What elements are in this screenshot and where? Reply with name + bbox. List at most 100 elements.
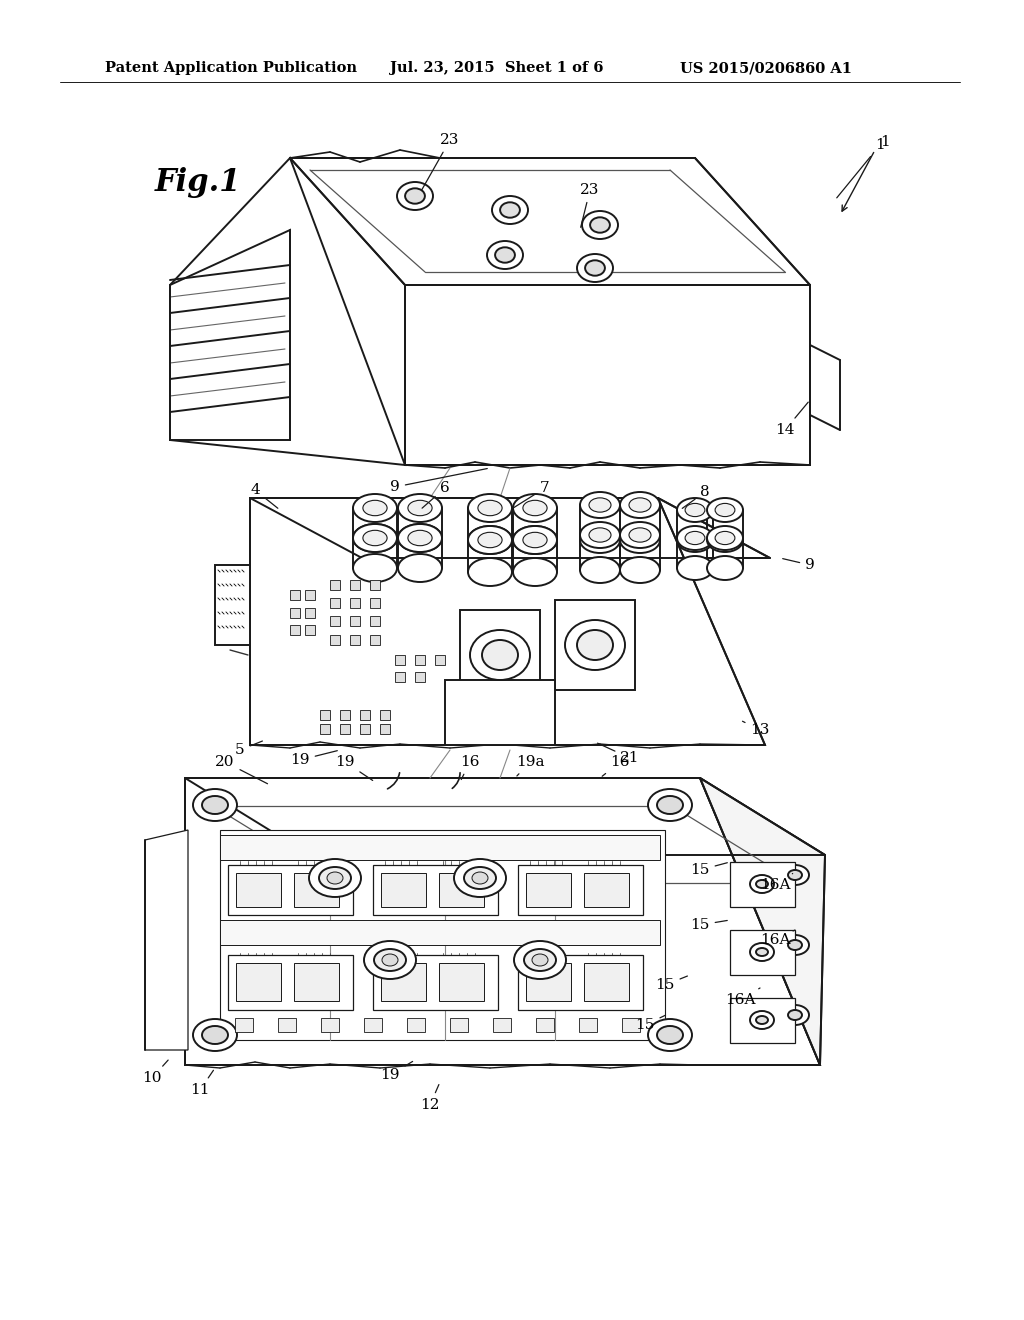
Polygon shape xyxy=(330,579,340,590)
Text: 10: 10 xyxy=(142,1060,168,1085)
Polygon shape xyxy=(350,616,360,626)
Text: 14: 14 xyxy=(775,403,808,437)
Polygon shape xyxy=(170,230,290,440)
Ellipse shape xyxy=(707,525,743,550)
Ellipse shape xyxy=(585,260,605,276)
Ellipse shape xyxy=(362,500,387,516)
Polygon shape xyxy=(460,610,540,700)
Text: 13: 13 xyxy=(742,721,770,737)
Text: 15: 15 xyxy=(655,975,687,993)
Polygon shape xyxy=(360,710,370,719)
Text: 11: 11 xyxy=(190,1071,213,1097)
Polygon shape xyxy=(395,672,406,682)
Ellipse shape xyxy=(362,531,387,545)
Polygon shape xyxy=(700,777,825,1065)
Ellipse shape xyxy=(523,500,547,516)
Ellipse shape xyxy=(408,500,432,516)
Ellipse shape xyxy=(397,182,433,210)
Polygon shape xyxy=(330,598,340,609)
Polygon shape xyxy=(622,1018,640,1032)
Text: Patent Application Publication: Patent Application Publication xyxy=(105,61,357,75)
Text: 16A: 16A xyxy=(760,931,795,946)
Polygon shape xyxy=(380,723,390,734)
Polygon shape xyxy=(290,624,300,635)
Polygon shape xyxy=(340,723,350,734)
Ellipse shape xyxy=(657,1026,683,1044)
Ellipse shape xyxy=(781,935,809,954)
Polygon shape xyxy=(370,579,380,590)
Ellipse shape xyxy=(309,859,361,898)
Ellipse shape xyxy=(398,524,442,552)
Text: 15: 15 xyxy=(690,917,727,932)
Polygon shape xyxy=(370,616,380,626)
Ellipse shape xyxy=(202,1026,228,1044)
Ellipse shape xyxy=(464,867,496,888)
Text: 16: 16 xyxy=(460,755,480,780)
Polygon shape xyxy=(290,590,300,601)
Ellipse shape xyxy=(408,531,432,545)
Polygon shape xyxy=(228,954,353,1010)
Ellipse shape xyxy=(353,524,397,552)
Ellipse shape xyxy=(677,556,713,579)
Polygon shape xyxy=(250,498,765,744)
Polygon shape xyxy=(185,777,820,1065)
Polygon shape xyxy=(536,1018,554,1032)
Polygon shape xyxy=(518,954,643,1010)
Polygon shape xyxy=(228,865,353,915)
Ellipse shape xyxy=(532,954,548,966)
Ellipse shape xyxy=(788,1010,802,1020)
Text: Jul. 23, 2015  Sheet 1 of 6: Jul. 23, 2015 Sheet 1 of 6 xyxy=(390,61,603,75)
Ellipse shape xyxy=(648,1019,692,1051)
Ellipse shape xyxy=(685,503,705,516)
Text: 23: 23 xyxy=(421,133,460,190)
Polygon shape xyxy=(555,601,635,690)
Ellipse shape xyxy=(580,527,620,553)
Polygon shape xyxy=(450,1018,468,1032)
Polygon shape xyxy=(493,1018,511,1032)
Ellipse shape xyxy=(514,941,566,979)
Polygon shape xyxy=(294,964,339,1001)
Ellipse shape xyxy=(454,859,506,898)
Polygon shape xyxy=(220,836,660,861)
Polygon shape xyxy=(364,1018,382,1032)
Polygon shape xyxy=(321,1018,339,1032)
Polygon shape xyxy=(415,655,425,665)
Polygon shape xyxy=(294,873,339,907)
Polygon shape xyxy=(305,590,315,601)
Ellipse shape xyxy=(524,949,556,972)
Polygon shape xyxy=(395,655,406,665)
Polygon shape xyxy=(415,672,425,682)
Polygon shape xyxy=(526,964,571,1001)
Text: 7: 7 xyxy=(512,480,550,508)
Polygon shape xyxy=(236,964,281,1001)
Ellipse shape xyxy=(364,941,416,979)
Ellipse shape xyxy=(756,1016,768,1024)
Text: 23: 23 xyxy=(581,183,600,227)
Polygon shape xyxy=(584,964,629,1001)
Polygon shape xyxy=(350,579,360,590)
Text: Fig.1: Fig.1 xyxy=(155,168,242,198)
Text: 21: 21 xyxy=(598,743,640,766)
Ellipse shape xyxy=(319,867,351,888)
Ellipse shape xyxy=(577,253,613,282)
Ellipse shape xyxy=(353,494,397,521)
Text: 12: 12 xyxy=(420,1085,439,1111)
Text: 20: 20 xyxy=(215,755,267,784)
Polygon shape xyxy=(145,830,188,1049)
Ellipse shape xyxy=(620,557,660,583)
Ellipse shape xyxy=(495,247,515,263)
Ellipse shape xyxy=(492,195,528,224)
Ellipse shape xyxy=(750,1011,774,1030)
Ellipse shape xyxy=(382,954,398,966)
Text: 15: 15 xyxy=(635,1015,666,1032)
Ellipse shape xyxy=(589,528,611,543)
Polygon shape xyxy=(330,635,340,645)
Ellipse shape xyxy=(513,558,557,586)
Polygon shape xyxy=(305,624,315,635)
Ellipse shape xyxy=(193,1019,237,1051)
Polygon shape xyxy=(370,598,380,609)
Ellipse shape xyxy=(577,630,613,660)
Ellipse shape xyxy=(580,557,620,583)
Ellipse shape xyxy=(629,498,651,512)
Ellipse shape xyxy=(781,1005,809,1026)
